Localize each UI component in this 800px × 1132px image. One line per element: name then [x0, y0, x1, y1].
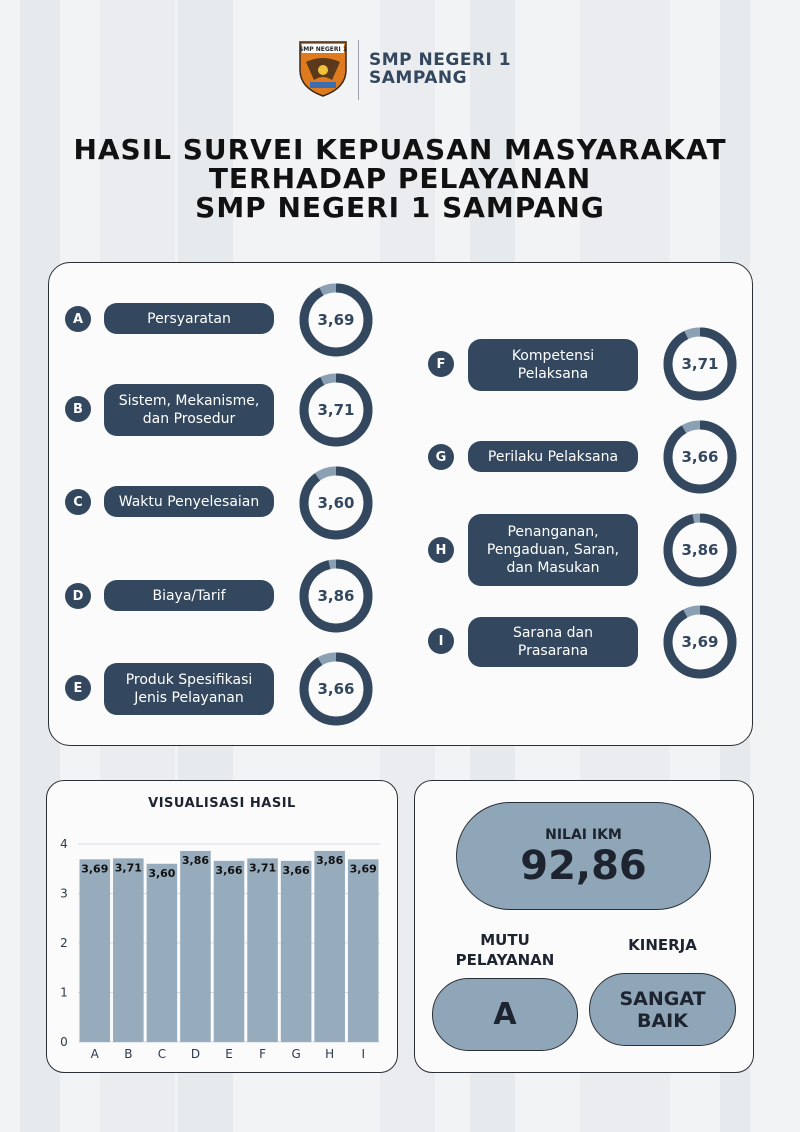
indicator-letter: E	[65, 675, 91, 701]
indicator-label: Persyaratan	[104, 303, 274, 334]
mutu-value: A	[493, 997, 517, 1032]
x-tick-label: B	[124, 1047, 132, 1061]
x-tick-label: F	[259, 1047, 266, 1061]
bar-value-label: 3,69	[81, 862, 108, 875]
x-tick-label: C	[158, 1047, 166, 1061]
bar	[79, 859, 111, 1042]
bar	[113, 858, 144, 1042]
x-tick-label: G	[291, 1047, 300, 1061]
donut-value: 3,66	[681, 448, 719, 466]
donut-chart	[299, 373, 373, 447]
indicator-letter: A	[65, 306, 91, 332]
x-tick-label: I	[361, 1047, 365, 1061]
y-tick-label: 4	[60, 837, 68, 851]
bar-chart: 0 1 2 3 4 3,69 A 3,71 B 3,60 C 3,86 D 3,66 E 3,71 F 3,66 G…	[60, 837, 380, 1061]
indicator-label: Perilaku Pelaksana	[468, 441, 638, 472]
indicator-label: Waktu Penyelesaian	[104, 486, 274, 517]
donut-value: 3,69	[317, 311, 355, 329]
indicator-letter: F	[428, 351, 454, 377]
indicator-letter: H	[428, 537, 454, 563]
donut-arc	[663, 327, 737, 401]
donut-arc	[299, 559, 373, 633]
kinerja-value: SANGAT BAIK	[619, 987, 706, 1032]
bar	[280, 860, 312, 1042]
x-tick-label: D	[191, 1047, 200, 1061]
donut-arc	[663, 420, 737, 494]
donut-value: 3,69	[681, 633, 719, 651]
bar-value-label: 3,66	[215, 864, 242, 877]
donut-arc	[299, 283, 373, 357]
school-name: SMP NEGERI 1 SAMPANG	[369, 51, 511, 87]
donut-chart	[663, 420, 737, 494]
x-tick-label: A	[91, 1047, 100, 1061]
x-tick-label: E	[225, 1047, 233, 1061]
indicator-letter: C	[65, 489, 91, 515]
kinerja-label: KINERJA	[628, 936, 697, 954]
donut-arc	[299, 652, 373, 726]
y-tick-label: 3	[60, 887, 68, 901]
ikm-value: 92,86	[520, 843, 647, 889]
page-title: HASIL SURVEI KEPUASAN MASYARAKAT TERHADA…	[0, 135, 800, 222]
ikm-label: NILAI IKM	[545, 827, 622, 843]
mutu-value-box: A	[432, 978, 578, 1051]
indicator-label: Penanganan, Pengaduan, Saran, dan Masuka…	[468, 514, 638, 586]
bar-value-label: 3,86	[182, 854, 209, 867]
donut-chart	[663, 327, 737, 401]
bar	[213, 860, 245, 1042]
indicator-label: Biaya/Tarif	[104, 580, 274, 611]
donut-chart	[663, 513, 737, 587]
donut-value: 3,66	[317, 680, 355, 698]
school-name-line2: SAMPANG	[369, 68, 468, 88]
bar	[347, 859, 379, 1042]
logo-text: SMP NEGERI 1	[299, 46, 347, 53]
title-line1: HASIL SURVEI KEPUASAN MASYARAKAT	[73, 133, 727, 166]
donut-chart	[299, 283, 373, 357]
title-line2: TERHADAP PELAYANAN	[208, 162, 592, 195]
x-tick-label: H	[325, 1047, 334, 1061]
indicator-label: Sistem, Mekanisme, dan Prosedur	[104, 384, 274, 436]
indicator-letter: G	[428, 444, 454, 470]
indicator-label: Kompetensi Pelaksana	[468, 339, 638, 391]
donut-value: 3,71	[317, 401, 355, 419]
donut-chart	[663, 605, 737, 679]
indicator-letter: D	[65, 583, 91, 609]
donut-value: 3,86	[317, 587, 355, 605]
kinerja-value-box: SANGAT BAIK	[589, 973, 736, 1046]
bar-value-label: 3,86	[316, 854, 343, 867]
bar-value-label: 3,69	[350, 862, 377, 875]
indicator-label: Produk Spesifikasi Jenis Pelayanan	[104, 663, 274, 715]
indicator-letter: I	[428, 628, 454, 654]
y-tick-label: 1	[60, 986, 68, 1000]
bar-value-label: 3,66	[283, 864, 310, 877]
bar	[180, 850, 211, 1042]
mutu-label: MUTU PELAYANAN	[455, 931, 555, 969]
donut-value: 3,71	[681, 355, 719, 373]
donut-arc	[299, 373, 373, 447]
school-name-line1: SMP NEGERI 1	[369, 50, 512, 70]
bar	[314, 850, 345, 1042]
indicator-label: Sarana dan Prasarana	[468, 617, 638, 667]
bar	[247, 858, 278, 1042]
bar-value-label: 3,71	[249, 861, 276, 874]
title-line3: SMP NEGERI 1 SAMPANG	[195, 191, 605, 224]
donut-chart	[299, 466, 373, 540]
donut-arc	[663, 513, 737, 587]
school-logo: SMP NEGERI 1	[299, 41, 347, 97]
donut-value: 3,86	[681, 541, 719, 559]
donut-value: 3,60	[317, 494, 355, 512]
ikm-box: NILAI IKM 92,86	[456, 802, 711, 910]
bar	[146, 863, 178, 1042]
donut-arc	[299, 466, 373, 540]
logo-separator	[358, 40, 359, 100]
donut-chart	[299, 652, 373, 726]
indicator-letter: B	[65, 396, 91, 422]
bar-value-label: 3,71	[115, 861, 142, 874]
donut-arc	[663, 605, 737, 679]
bar-value-label: 3,60	[148, 867, 175, 880]
chart-title: VISUALISASI HASIL	[148, 796, 296, 811]
y-tick-label: 2	[60, 936, 68, 950]
donut-chart	[299, 559, 373, 633]
y-tick-label: 0	[60, 1035, 68, 1049]
